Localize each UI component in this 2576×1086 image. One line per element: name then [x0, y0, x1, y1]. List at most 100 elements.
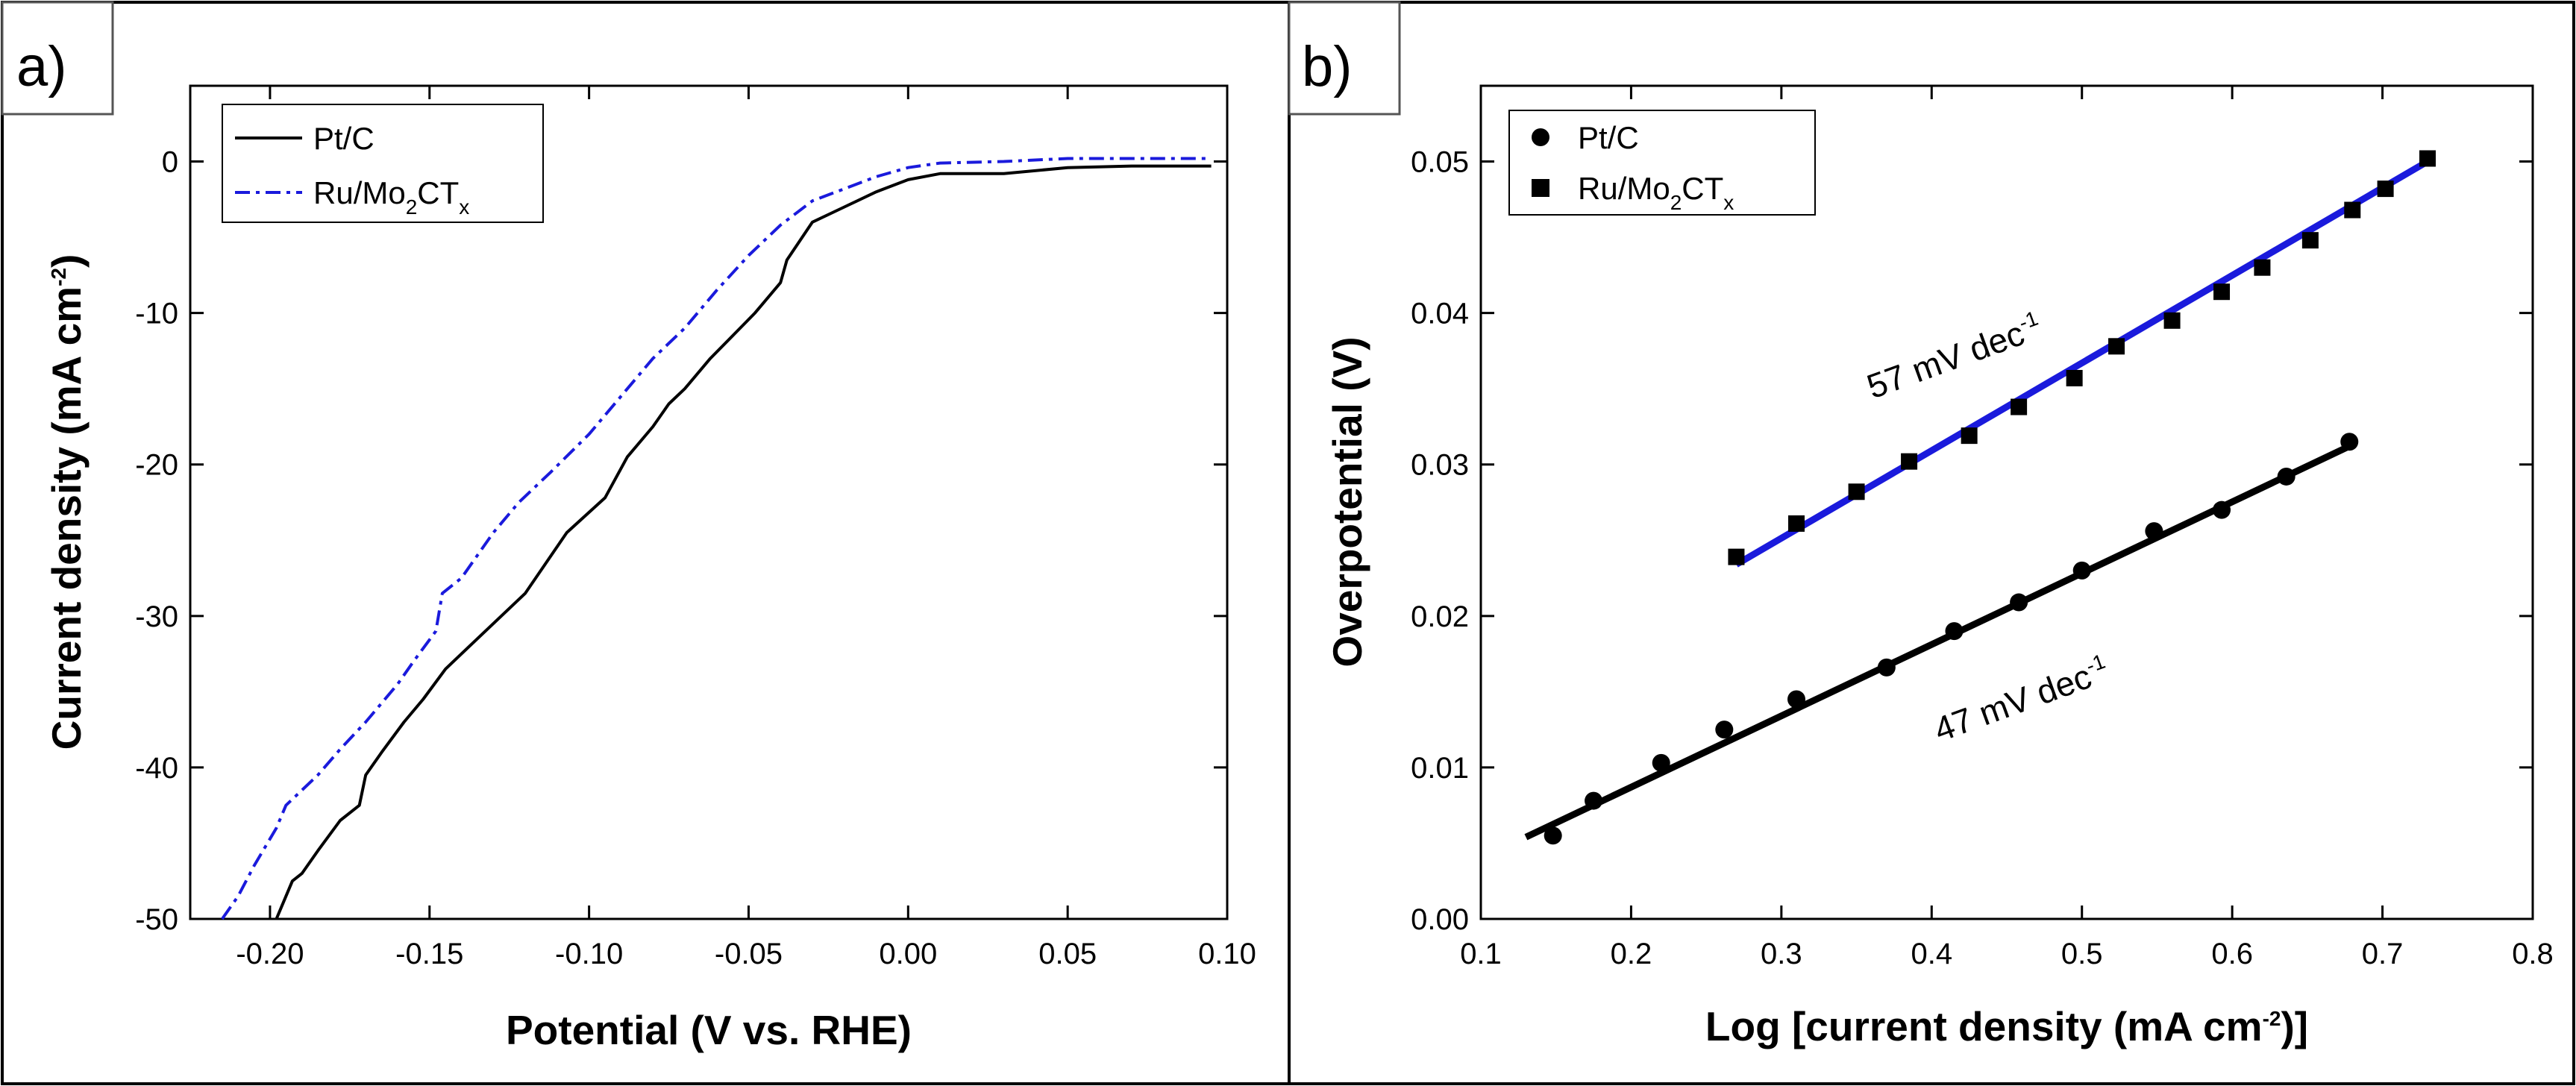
data-point-ru-mo2ctx	[2011, 398, 2028, 415]
panel-a-plot-frame	[189, 84, 1229, 920]
panel-a: a) -0.20 -0.15 -0.10 -0.05 0.00 0.05 0.10 -50 -4…	[1, 1, 1256, 1053]
panel-a-plot: -0.20 -0.15 -0.10 -0.05 0.00 0.05 0.10 -50 -40 -3…	[135, 84, 1256, 970]
y-tick-label: 0	[162, 146, 178, 179]
panel-b-points	[1544, 150, 2436, 845]
panel-b-x-title-main: Log [current density (mA cm	[1705, 1003, 2263, 1049]
panel-a-legend-box	[222, 104, 544, 223]
x-tick-label: -0.20	[236, 938, 304, 970]
data-point-ru-mo2ctx	[2254, 259, 2271, 276]
panel-b-x-title-sup: -2	[2263, 1007, 2281, 1030]
x-tick-label: 0.00	[879, 938, 937, 970]
y-tick-label: 0.04	[1411, 298, 1469, 330]
panel-a-legend: Pt/C Ru/Mo2CTx	[222, 104, 544, 223]
legend-label-ru-main: Ru/Mo	[313, 175, 406, 210]
x-tick-label: 0.1	[1460, 938, 1502, 970]
data-point-pt-c	[1652, 753, 1670, 772]
data-point-ru-mo2ctx	[1728, 548, 1745, 565]
legend-label-ru-sub: 2	[406, 195, 418, 219]
panel-b-ticks: 0.1 0.2 0.3 0.4 0.5 0.6 0.7 0.8 0.00 0.01 0.02 0.03…	[1411, 86, 2554, 970]
x-tick-label: -0.10	[555, 938, 623, 970]
x-tick-label: 0.3	[1761, 938, 1802, 970]
data-point-pt-c	[1877, 658, 1896, 677]
panel-a-y-title-main: Current density (mA cm	[43, 286, 90, 750]
legend-marker-pt-c	[1532, 128, 1549, 146]
x-tick-label: 0.5	[2061, 938, 2103, 970]
x-tick-label: -0.05	[715, 938, 783, 970]
panel-a-x-axis-title: Potential (V vs. RHE)	[506, 1007, 912, 1053]
data-point-ru-mo2ctx	[2066, 369, 2083, 386]
panel-a-series	[221, 157, 1212, 920]
data-point-ru-mo2ctx	[2163, 312, 2181, 329]
data-point-ru-mo2ctx	[2377, 181, 2394, 198]
data-point-ru-mo2ctx	[1848, 483, 1865, 500]
y-tick-label: -30	[135, 600, 178, 633]
data-point-ru-mo2ctx	[2301, 232, 2319, 249]
y-tick-label: -50	[135, 903, 178, 936]
legend-label-pt-c: Pt/C	[313, 121, 375, 156]
panel-a-label: a)	[16, 35, 67, 98]
panel-a-y-title-sup: -2	[47, 268, 70, 286]
panel-b-legend-box	[1508, 110, 1816, 216]
series-line-ru-mo2ctx	[221, 157, 1212, 920]
data-point-pt-c	[2213, 500, 2231, 519]
y-tick-label: 0.05	[1411, 146, 1469, 179]
data-point-ru-mo2ctx	[2213, 283, 2231, 301]
data-point-pt-c	[2072, 561, 2091, 580]
y-tick-label: -40	[135, 752, 178, 785]
data-point-ru-mo2ctx	[1961, 427, 1978, 445]
data-point-pt-c	[1715, 721, 1734, 739]
series-line-pt-c	[275, 164, 1212, 920]
data-point-pt-c	[1585, 791, 1603, 810]
y-tick-label: 0.03	[1411, 449, 1469, 482]
legend-label-b-ru-mo2ctx: Ru/Mo2CTx	[1578, 171, 1734, 214]
x-tick-label: 0.10	[1198, 938, 1256, 970]
data-point-ru-mo2ctx	[2108, 338, 2125, 355]
data-point-ru-mo2ctx	[2419, 150, 2436, 167]
y-tick-label: 0.01	[1411, 752, 1469, 785]
legend-b-ru-sub: 2	[1670, 191, 1682, 214]
y-tick-label: -20	[135, 449, 178, 482]
legend-b-ru-tail: CT	[1682, 171, 1723, 206]
x-tick-label: -0.15	[395, 938, 463, 970]
x-tick-label: 0.2	[1611, 938, 1652, 970]
data-point-ru-mo2ctx	[1788, 515, 1805, 532]
data-point-ru-mo2ctx	[2344, 201, 2361, 219]
x-tick-label: 0.4	[1911, 938, 1952, 970]
legend-label-b-pt-c: Pt/C	[1578, 120, 1639, 155]
panel-b-label-box	[1288, 1, 1401, 116]
panel-b-x-title-end: )]	[2281, 1003, 2308, 1049]
panel-a-ticks: -0.20 -0.15 -0.10 -0.05 0.00 0.05 0.10 -50 -40 -3…	[135, 86, 1256, 970]
data-point-pt-c	[1787, 690, 1805, 709]
y-tick-label: 0.00	[1411, 903, 1469, 936]
x-tick-label: 0.05	[1038, 938, 1097, 970]
x-tick-label: 0.8	[2512, 938, 2554, 970]
x-tick-label: 0.7	[2362, 938, 2404, 970]
legend-b-ru-sub2: x	[1723, 191, 1734, 214]
data-point-pt-c	[2145, 522, 2163, 541]
data-point-pt-c	[1945, 622, 1964, 641]
legend-label-ru-mo2ctx: Ru/Mo2CTx	[313, 175, 469, 219]
data-point-pt-c	[2010, 593, 2028, 612]
panel-a-y-title-end: )	[43, 254, 90, 268]
legend-label-ru-tail: CT	[417, 175, 459, 210]
data-point-pt-c	[1544, 826, 1562, 845]
panel-b-x-axis-title: Log [current density (mA cm-2)]	[1705, 1003, 2308, 1049]
panel-b-plot-frame	[1479, 84, 2534, 920]
panel-b-plot: 0.1 0.2 0.3 0.4 0.5 0.6 0.7 0.8 0.00 0.01 0.02 0.03…	[1411, 84, 2554, 970]
panel-b-label: b)	[1302, 35, 1353, 98]
data-point-ru-mo2ctx	[1901, 453, 1918, 470]
panel-b-legend: Pt/C Ru/Mo2CTx	[1508, 110, 1816, 216]
panel-a-y-axis-title: Current density (mA cm-2)	[43, 254, 90, 750]
data-point-pt-c	[2340, 433, 2359, 451]
legend-b-ru-main: Ru/Mo	[1578, 171, 1670, 206]
panel-b-y-axis-title: Overpotential (V)	[1324, 336, 1370, 667]
y-tick-label: -10	[135, 298, 178, 330]
y-tick-label: 0.02	[1411, 600, 1469, 633]
panel-a-label-box	[1, 1, 114, 116]
legend-label-ru-sub2: x	[459, 195, 469, 219]
legend-marker-ru-mo2ctx	[1532, 179, 1549, 197]
x-tick-label: 0.6	[2211, 938, 2253, 970]
data-point-pt-c	[2277, 467, 2295, 486]
panel-b: b) 0.1 0.2 0.3 0.4 0.5 0.6 0.7 0.80.000.010.020…	[1288, 1, 2554, 1049]
